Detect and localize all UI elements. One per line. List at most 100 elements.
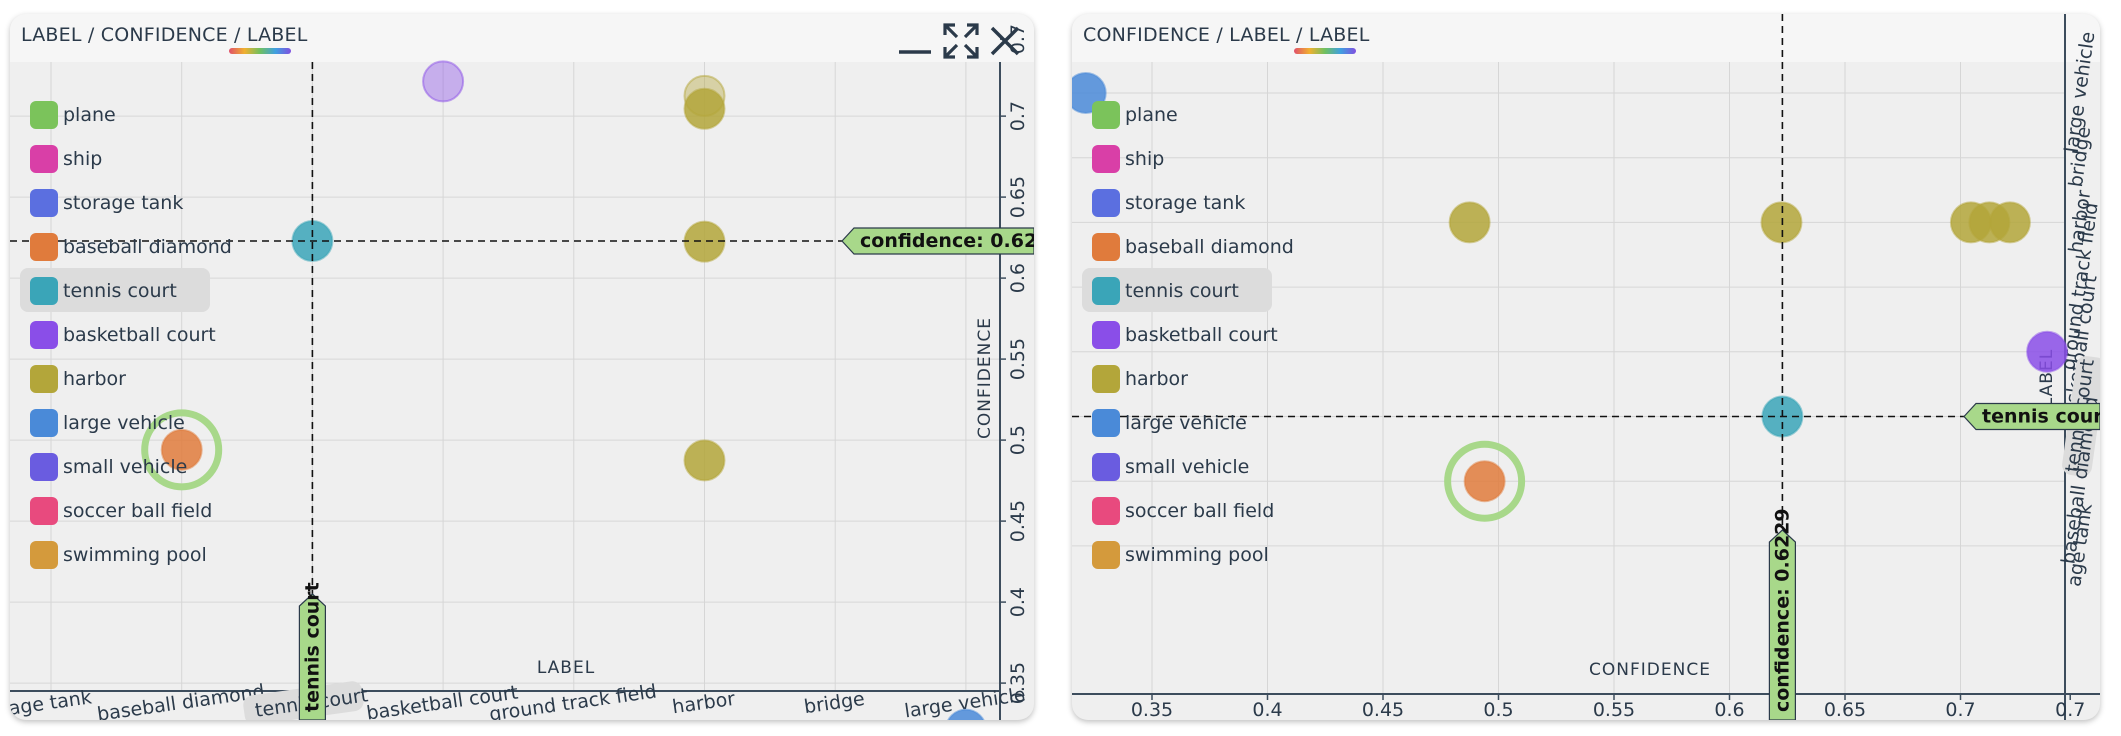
data-point-harbor[interactable] <box>1760 201 1803 244</box>
data-point-harbor[interactable] <box>683 87 726 130</box>
y-tick-label: 0.7 <box>1007 101 1029 131</box>
panel-header <box>10 14 1034 62</box>
legend-item-soccer-ball-field[interactable]: soccer ball field <box>20 488 213 532</box>
x-tick-label: 0.35 <box>1131 699 1173 720</box>
x-tick-label: 0.5 <box>1483 699 1513 720</box>
legend-swatch <box>30 101 58 129</box>
scatter-plot-right[interactable]: 0.35 0.4 0.45 0.5 0.55 0.6 0.65 0.7 0.7 large veh… <box>1072 14 2100 720</box>
panel-header <box>1072 14 2100 62</box>
legend-item-harbor[interactable]: harbor <box>1082 356 1272 400</box>
legend: plane ship storage tank baseball diamond ten… <box>1082 92 1294 576</box>
legend-swatch <box>1092 321 1120 349</box>
expand-icon[interactable] <box>942 22 980 60</box>
x-tick-label: 0.55 <box>1593 699 1635 720</box>
legend-label: basketball court <box>63 324 216 346</box>
minimize-icon[interactable] <box>896 22 934 60</box>
crosshair-y-tag: tennis court <box>1963 402 2100 431</box>
legend-item-plane[interactable]: plane <box>20 92 210 136</box>
y-tick-label: 0.4 <box>1007 587 1029 617</box>
legend-swatch <box>30 189 58 217</box>
legend-label: soccer ball field <box>63 500 213 522</box>
data-point-harbor[interactable] <box>1448 201 1491 244</box>
data-point-harbor[interactable] <box>683 439 726 482</box>
legend-swatch <box>1092 189 1120 217</box>
legend-swatch <box>1092 541 1120 569</box>
legend-swatch <box>1092 365 1120 393</box>
legend-item-large-vehicle[interactable]: large vehicle <box>20 400 210 444</box>
legend-item-storage-tank[interactable]: storage tank <box>20 180 210 224</box>
data-point-basketball-court[interactable] <box>422 60 465 103</box>
x-tick-label: 0.6 <box>1714 699 1744 720</box>
legend-label: large vehicle <box>63 412 185 434</box>
x-tick-label: 0.65 <box>1824 699 1866 720</box>
legend-label: harbor <box>1125 368 1188 390</box>
legend-item-harbor[interactable]: harbor <box>20 356 210 400</box>
y-tick-label: 0.55 <box>1007 338 1029 380</box>
x-axis-title: LABEL <box>537 658 595 678</box>
data-point-basketball-court[interactable] <box>2026 330 2069 373</box>
panel-title: LABEL / CONFIDENCE / LABEL <box>21 24 308 46</box>
legend-label: baseball diamond <box>63 236 232 258</box>
y-axis-title: CONFIDENCE <box>975 317 995 439</box>
crosshair-tag-text: tennis court <box>301 582 323 712</box>
legend-swatch <box>1092 233 1120 261</box>
legend-item-small-vehicle[interactable]: small vehicle <box>20 444 210 488</box>
close-icon[interactable] <box>986 22 1024 60</box>
legend-swatch <box>30 497 58 525</box>
legend-label: harbor <box>63 368 126 390</box>
legend-swatch <box>30 365 58 393</box>
legend-item-baseball-diamond[interactable]: baseball diamond <box>20 224 232 268</box>
legend-item-soccer-ball-field[interactable]: soccer ball field <box>1082 488 1275 532</box>
legend-item-basketball-court[interactable]: basketball court <box>1082 312 1278 356</box>
chart-panel-right: 0.35 0.4 0.45 0.5 0.55 0.6 0.65 0.7 0.7 large veh… <box>1072 14 2100 720</box>
y-tick-label: 0.35 <box>1007 662 1029 704</box>
selection-ring <box>1444 440 1526 522</box>
legend-swatch <box>30 321 58 349</box>
y-tick-label: 0.5 <box>1007 425 1029 455</box>
legend-item-plane[interactable]: plane <box>1082 92 1272 136</box>
data-point-harbor[interactable] <box>1988 201 2031 244</box>
x-axis-title: CONFIDENCE <box>1589 660 1711 680</box>
legend-label: swimming pool <box>63 544 207 566</box>
x-tick-label: 0.4 <box>1252 699 1282 720</box>
panel-title: CONFIDENCE / LABEL / LABEL <box>1083 24 1370 46</box>
data-point-baseball-diamond[interactable] <box>160 428 203 471</box>
legend-item-large-vehicle[interactable]: large vehicle <box>1082 400 1272 444</box>
legend-item-ship[interactable]: ship <box>20 136 210 180</box>
legend-swatch <box>1092 277 1120 305</box>
legend-item-swimming-pool[interactable]: swimming pool <box>20 532 210 576</box>
data-point-large-vehicle[interactable] <box>946 708 986 720</box>
legend-item-swimming-pool[interactable]: swimming pool <box>1082 532 1272 576</box>
legend-item-tennis-court[interactable]: tennis court <box>20 268 210 312</box>
legend-swatch <box>1092 101 1120 129</box>
legend-item-small-vehicle[interactable]: small vehicle <box>1082 444 1272 488</box>
y-tick-label: 0.6 <box>1007 263 1029 293</box>
legend-item-tennis-court[interactable]: tennis court <box>1082 268 1272 312</box>
legend-swatch <box>1092 409 1120 437</box>
legend-item-baseball-diamond[interactable]: baseball diamond <box>1082 224 1294 268</box>
x-tick-label: harbor <box>671 688 737 719</box>
x-tick-label: baseball diamond <box>96 680 266 720</box>
legend-swatch <box>1092 453 1120 481</box>
legend-label: small vehicle <box>1125 456 1250 478</box>
legend-item-storage-tank[interactable]: storage tank <box>1082 180 1272 224</box>
title-underline <box>1294 48 1356 54</box>
title-underline <box>229 48 291 54</box>
legend-swatch <box>30 233 58 261</box>
legend-label: ship <box>63 148 103 170</box>
legend-label: large vehicle <box>1125 412 1247 434</box>
legend-label: basketball court <box>1125 324 1278 346</box>
legend-swatch <box>1092 497 1120 525</box>
grid <box>10 62 1000 691</box>
legend-label: soccer ball field <box>1125 500 1275 522</box>
legend-label: small vehicle <box>63 456 188 478</box>
legend-swatch <box>30 409 58 437</box>
legend-label: tennis court <box>63 280 177 302</box>
legend-item-ship[interactable]: ship <box>1082 136 1272 180</box>
x-tick-label: 0.45 <box>1362 699 1404 720</box>
legend-item-basketball-court[interactable]: basketball court <box>20 312 216 356</box>
legend-swatch <box>1092 145 1120 173</box>
legend-swatch <box>30 145 58 173</box>
data-point-baseball-diamond[interactable] <box>1463 460 1506 503</box>
